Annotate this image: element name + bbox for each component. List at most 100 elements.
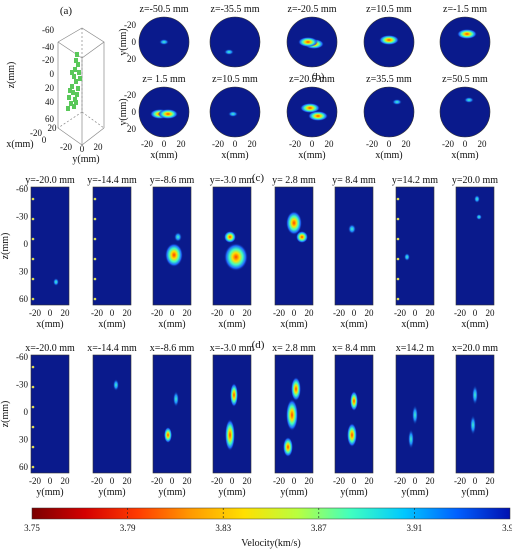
slice-x-tick: 0 [413,308,418,318]
velocity-anomaly [300,103,320,113]
slice-map-vertical: y=14.2 mm -20 0 20x(mm) [392,175,438,330]
slice-title: x= 8.4 mm [332,343,376,354]
slice-title: x=20.0 mm [452,343,498,354]
slice-title: x=14.2 m [396,343,435,354]
panel-a-z-tick: 40 [45,97,55,107]
slice-title: x=-20.0 mm [25,343,75,354]
slice-x-label: x(mm) [36,319,63,330]
slice-z-tick: 60 [19,462,29,472]
velocity-anomaly [464,97,474,103]
slice-x-tick: 20 [123,308,133,318]
slice-y-tick: -20 [124,90,136,100]
slice-map-area [212,354,252,474]
slice-map-area [274,354,314,474]
velocity-anomaly [308,111,328,121]
edge-marker [93,197,97,201]
point-cluster [73,97,77,102]
slice-x-tick: 20 [426,476,436,486]
edge-marker [396,277,400,281]
slice-title: z=10.5 mm [212,74,258,85]
point-cluster [77,70,81,75]
panel-a-box [57,27,105,146]
slice-x-tick: 20 [486,308,496,318]
slice-x-tick: -20 [29,476,41,486]
slice-x-tick: 20 [123,476,133,486]
slice-x-tick: 0 [170,308,175,318]
slice-title: z=20.5 mm [289,74,335,85]
slice-map-area [30,354,70,474]
slice-z-tick: -30 [16,380,28,390]
slice-map-vertical: y=-14.4 mm -20 0 20x(mm) [87,175,137,330]
colorbar-tick-label: 3.79 [120,523,136,533]
slice-title: x=-8.6 mm [150,343,195,354]
slice-map-area [455,186,495,306]
slice-title: z= 1.5 mm [142,74,185,85]
slice-title: y=20.0 mm [452,175,498,186]
edge-marker [31,297,35,301]
slice-x-label: y(mm) [158,487,185,498]
slice-map-circular: z=-1.5 mm [439,4,491,68]
slice-title: x=-3.0 mm [210,343,255,354]
edge-marker [396,237,400,241]
slice-x-tick: -20 [151,308,163,318]
slice-title: z=-50.5 mm [140,4,189,15]
slice-x-label: x(mm) [218,319,245,330]
slice-map-area [30,186,70,306]
slice-x-tick: 20 [305,308,315,318]
colorbar: 3.75 3.79 3.83 3.87 3.91 3.95 Velocity(km/s) [24,507,512,549]
slice-x-tick: -20 [91,476,103,486]
velocity-anomaly [286,399,298,431]
point-cluster [74,79,78,84]
velocity-anomaly [291,377,301,401]
slice-title: y=-14.4 mm [87,175,137,186]
slice-map-vertical: x=20.0 mm -20 0 20y(mm) [452,343,498,498]
slice-title: y=14.2 mm [392,175,438,186]
edge-marker [31,237,35,241]
slice-x-tick: 0 [413,476,418,486]
point-cluster [71,90,75,95]
slice-z-tick: 0 [24,239,29,249]
slice-z-tick: -60 [16,184,28,194]
slice-y-tick: -20 [124,20,136,30]
velocity-anomaly [296,231,308,243]
panel-c: y=-20.0 mm-20 0 20x(mm)z(mm)-60-3003060y=-… [0,175,498,330]
velocity-anomaly [472,385,478,405]
slice-x-label: x(mm) [298,150,325,161]
slice-x-tick: -20 [289,139,301,149]
colorbar-tick-label: 3.75 [24,523,40,533]
slice-x-tick: -20 [211,476,223,486]
slice-map-area [274,186,314,306]
edge-marker [396,257,400,261]
slice-x-label: y(mm) [340,487,367,498]
slice-title: y=-8.6 mm [150,175,195,186]
slice-x-tick: 0 [170,476,175,486]
slice-x-tick: 0 [48,476,53,486]
slice-y-tick: 0 [132,37,137,47]
panel-d: x=-20.0 mm-20 0 20y(mm)z(mm)-60-3003060x=-… [0,343,498,498]
velocity-anomaly [224,231,236,243]
slice-x-tick: 0 [463,139,468,149]
slice-map-area [334,186,374,306]
slice-x-tick: 0 [162,139,167,149]
velocity-anomaly [347,423,357,447]
slice-map-circular: z=50.5 mm -20 0 20x(mm) [439,74,491,161]
slice-x-tick: 20 [365,476,375,486]
slice-map-area [152,354,192,474]
slice-map-vertical: x= 2.8 mm -20 0 20y(mm) [272,343,316,498]
slice-map-area [455,354,495,474]
slice-x-label: y(mm) [98,487,125,498]
slice-map-vertical: y= 2.8 mm -20 0 20x(mm) [272,175,316,330]
slice-map-circular: z=20.5 mm -20 0 20x(mm) [286,74,338,161]
slice-x-tick: 0 [233,139,238,149]
slice-x-tick: 0 [110,308,115,318]
slice-map-circular: z=35.5 mm -20 0 20x(mm) [363,74,415,161]
slice-x-tick: 0 [473,476,478,486]
slice-x-tick: -20 [212,139,224,149]
slice-x-tick: 0 [230,308,235,318]
edge-marker [396,297,400,301]
point-cluster [68,88,72,93]
slice-title: y=-20.0 mm [25,175,75,186]
slice-x-label: x(mm) [340,319,367,330]
